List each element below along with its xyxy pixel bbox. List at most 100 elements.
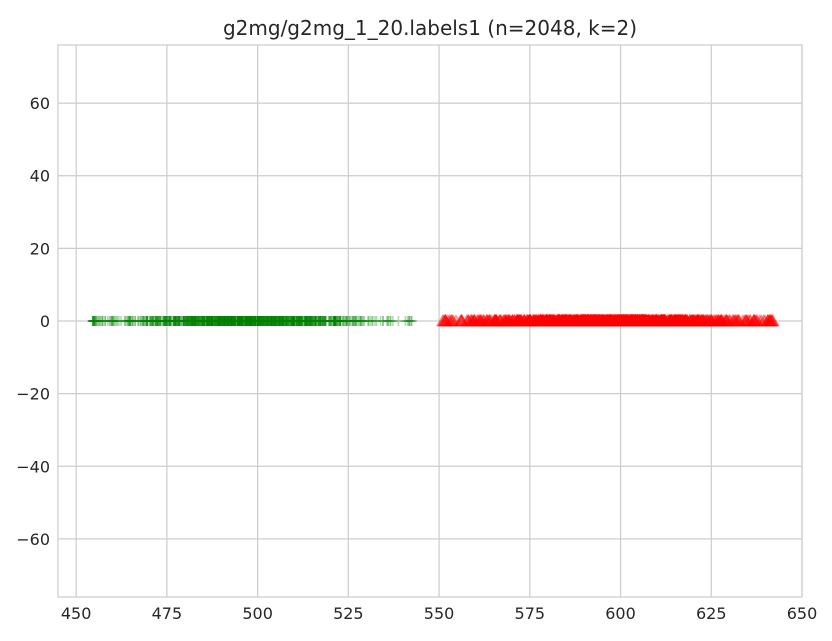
plus-marker [155, 316, 166, 326]
plus-marker [142, 316, 153, 326]
plus-marker [193, 316, 204, 326]
plus-marker [214, 316, 225, 326]
plus-marker [288, 316, 299, 326]
y-tick-label: 20 [30, 239, 50, 258]
plus-marker [259, 316, 270, 326]
plus-marker [159, 316, 170, 326]
plus-marker [296, 316, 307, 326]
plus-marker [320, 316, 331, 326]
plus-marker [237, 316, 248, 326]
plus-marker [191, 316, 202, 326]
plus-marker [202, 316, 213, 326]
plus-marker [158, 316, 169, 326]
plus-marker [234, 316, 245, 326]
plus-marker [109, 316, 120, 326]
plus-marker [301, 316, 312, 326]
plus-marker [214, 316, 225, 326]
plus-marker [294, 316, 305, 326]
plus-marker [241, 316, 252, 326]
plus-marker [260, 316, 271, 326]
plus-marker [253, 316, 264, 326]
plus-marker [253, 316, 264, 326]
plus-marker [253, 316, 264, 326]
plus-marker [160, 316, 171, 326]
plus-marker [181, 316, 192, 326]
plus-marker [243, 316, 254, 326]
plus-marker [214, 316, 225, 326]
plus-marker [211, 316, 222, 326]
plus-marker [287, 316, 298, 326]
plus-marker [173, 316, 184, 326]
plus-marker [337, 316, 348, 326]
plus-marker [296, 316, 307, 326]
plus-marker [239, 316, 250, 326]
plus-marker [234, 316, 245, 326]
plus-marker [130, 316, 141, 326]
plus-marker [216, 316, 227, 326]
plus-marker [218, 316, 229, 326]
plus-marker [133, 316, 144, 326]
plus-marker [299, 316, 310, 326]
plus-marker [155, 316, 166, 326]
plus-marker [120, 316, 131, 326]
plus-marker [265, 316, 276, 326]
plus-marker [130, 316, 141, 326]
plus-marker [315, 316, 326, 326]
plus-marker [268, 316, 279, 326]
plus-marker [106, 316, 117, 326]
plus-marker [233, 316, 244, 326]
plus-marker [226, 316, 237, 326]
plus-marker [340, 316, 351, 326]
plus-marker [123, 316, 134, 326]
x-tick-label: 525 [333, 604, 364, 623]
plus-marker [174, 316, 185, 326]
plus-marker [239, 316, 250, 326]
plus-marker [90, 316, 101, 326]
plus-marker [341, 316, 352, 326]
plus-marker [273, 316, 284, 326]
plus-marker [97, 316, 108, 326]
plus-marker [275, 316, 286, 326]
plus-marker [207, 316, 218, 326]
plus-marker [246, 316, 257, 326]
plus-marker [214, 316, 225, 326]
x-tick-label: 625 [696, 604, 727, 623]
plus-marker [214, 316, 225, 326]
plus-marker [219, 316, 230, 326]
plus-marker [301, 316, 312, 326]
plus-marker [241, 316, 252, 326]
plus-marker [121, 316, 132, 326]
plus-marker [183, 316, 194, 326]
plus-marker [179, 316, 190, 326]
plus-marker [245, 316, 256, 326]
plus-marker [264, 316, 275, 326]
plus-marker [207, 316, 218, 326]
plus-marker [402, 316, 413, 326]
plus-marker [304, 316, 315, 326]
plus-marker [283, 316, 294, 326]
plus-marker [248, 316, 259, 326]
plus-marker [172, 316, 183, 326]
plus-marker [295, 316, 306, 326]
plus-marker [252, 316, 263, 326]
plus-marker [207, 316, 218, 326]
plus-marker [170, 316, 181, 326]
plus-marker [383, 316, 394, 326]
plus-marker [223, 316, 234, 326]
plus-marker [329, 316, 340, 326]
plus-marker [205, 316, 216, 326]
plus-marker [314, 316, 325, 326]
plus-marker [255, 316, 266, 326]
plus-marker [234, 316, 245, 326]
plus-marker [288, 316, 299, 326]
plus-marker [243, 316, 254, 326]
plus-marker [226, 316, 237, 326]
plus-marker [227, 316, 238, 326]
plus-marker [141, 316, 152, 326]
plus-marker [335, 316, 346, 326]
plus-marker [251, 316, 262, 326]
plus-marker [334, 316, 345, 326]
plus-marker [270, 316, 281, 326]
plus-marker [140, 316, 151, 326]
plus-marker [307, 316, 318, 326]
